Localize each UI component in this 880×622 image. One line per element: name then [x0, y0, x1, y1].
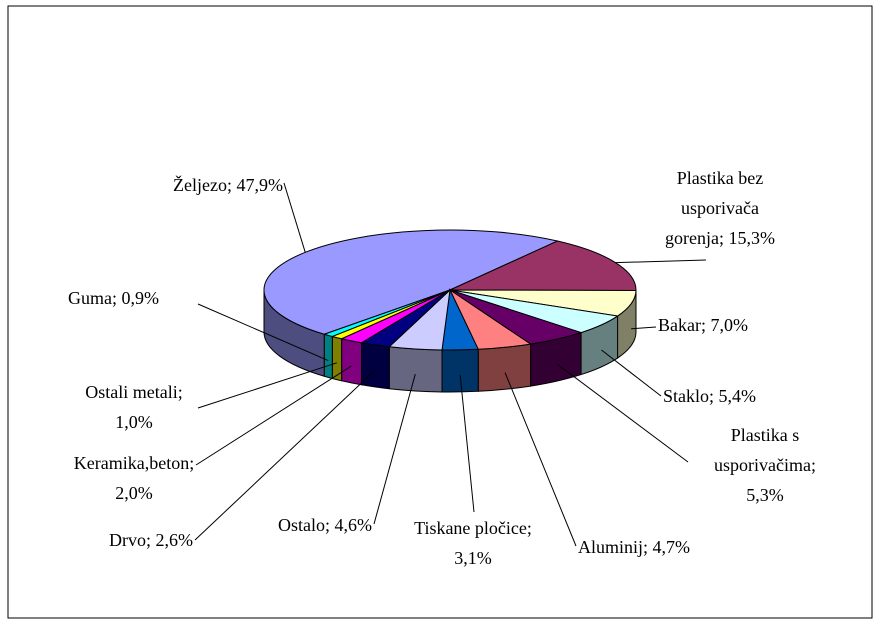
slice-side: [360, 342, 390, 390]
slice-side: [323, 333, 333, 380]
data-label: Ostali metali; 1,0%: [85, 382, 182, 432]
slice-side: [331, 335, 343, 382]
leader-line: [557, 363, 689, 463]
leader-line: [615, 259, 707, 264]
leader-line: [195, 365, 352, 466]
data-label: Guma; 0,9%: [68, 288, 159, 308]
leader-line: [283, 182, 306, 253]
leader-line: [504, 372, 577, 547]
leader-line: [631, 326, 657, 330]
leader-line: [197, 303, 329, 362]
data-label: Staklo; 5,4%: [663, 386, 756, 406]
slice-side: [441, 348, 479, 393]
leader-line: [459, 375, 475, 513]
leader-line: [601, 349, 662, 397]
slice: [322, 289, 451, 337]
data-label: Plastika s usporivačima; 5,3%: [714, 425, 816, 505]
data-label: Drvo; 2,6%: [109, 530, 193, 550]
data-label: Tiskane pločice; 3,1%: [414, 518, 532, 568]
leader-line: [373, 374, 416, 525]
data-label: Željezo; 47,9%: [173, 174, 283, 195]
data-label: Aluminij; 4,7%: [578, 537, 690, 557]
slice-side: [388, 346, 443, 393]
data-label: Keramika,beton; 2,0%: [74, 453, 194, 503]
slice-side: [341, 338, 362, 386]
leader-line: [194, 369, 376, 541]
data-label: Bakar; 7,0%: [658, 315, 748, 335]
slice-side: [477, 343, 532, 392]
chart-border: [7, 5, 873, 619]
slice: [449, 240, 637, 291]
leader-line: [197, 362, 338, 409]
data-label: Ostalo; 4,6%: [278, 515, 372, 535]
data-label: Plastika bez usporivača gorenja; 15,3%: [665, 168, 775, 248]
